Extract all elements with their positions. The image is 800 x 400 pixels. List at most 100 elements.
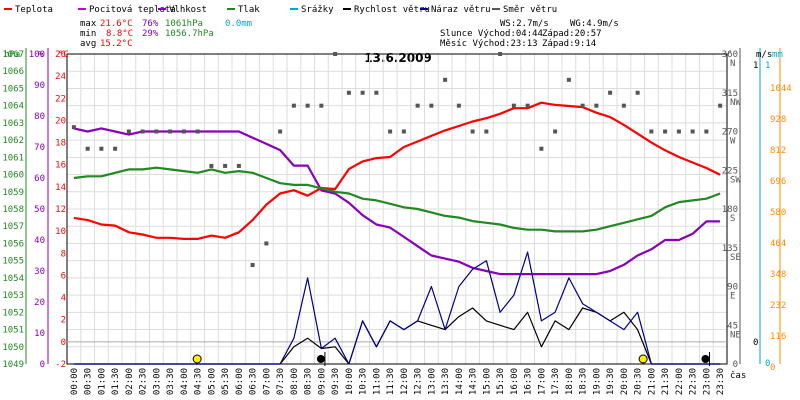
point-5-5: [140, 129, 145, 134]
point-5-18: [319, 103, 324, 108]
x-tick-label: 10:30: [359, 368, 369, 395]
stat-max-press: 1061hPa: [165, 19, 203, 29]
radiation-tick-label: 580: [770, 208, 786, 218]
event-sunset-icon: [638, 354, 648, 364]
point-5-21: [360, 90, 365, 95]
x-tick-label: 09:00: [317, 368, 327, 395]
humidity-tick-label: 40: [34, 236, 45, 246]
x-tick-label: 19:00: [592, 368, 602, 395]
point-5-26: [429, 103, 434, 108]
stat-min-hum: 29%: [142, 29, 159, 39]
temperature-tick-label: -2: [55, 360, 66, 370]
temperature-tick-label: 4: [61, 294, 66, 304]
point-5-35: [553, 129, 558, 134]
humidity-tick-label: 90: [34, 81, 45, 91]
direction-tick-name: NE: [730, 330, 741, 340]
temperature-tick-label: 10: [55, 227, 66, 237]
x-tick-label: 13:00: [427, 368, 437, 395]
x-tick-label: 23:00: [702, 368, 712, 395]
stat-max-label: max: [80, 19, 97, 29]
radiation-tick-label: 812: [770, 146, 786, 156]
x-tick-label: 07:30: [276, 368, 286, 395]
legend-label-1: Pocitová teplota: [89, 5, 176, 15]
point-5-27: [443, 77, 448, 82]
axis-pressure-unit: hPa: [4, 50, 20, 60]
x-tick-label: 16:30: [524, 368, 534, 395]
x-tick-label: 12:00: [400, 368, 410, 395]
radiation-tick-label: 232: [770, 301, 786, 311]
point-5-24: [401, 129, 406, 134]
direction-tick-name: S: [730, 214, 735, 224]
direction-tick-name: SE: [730, 253, 741, 263]
point-5-6: [154, 129, 159, 134]
point-5-11: [223, 163, 228, 168]
legend-label-2: Vlhkost: [169, 5, 207, 15]
point-5-36: [566, 77, 571, 82]
point-5-1: [85, 146, 90, 151]
x-tick-label: 10:00: [345, 368, 355, 395]
x-tick-label: 15:00: [482, 368, 492, 395]
pressure-tick-label: 1053: [2, 291, 24, 301]
x-tick-label: 03:00: [152, 368, 162, 395]
point-5-40: [621, 103, 626, 108]
point-5-13: [250, 262, 255, 267]
x-tick-label: 20:30: [634, 368, 644, 395]
stat-max-rain: 0.0mm: [225, 19, 252, 29]
x-tick-label: 04:30: [194, 368, 204, 395]
x-tick-label: 18:30: [579, 368, 589, 395]
x-tick-label: 09:30: [331, 368, 341, 395]
point-5-8: [181, 129, 186, 134]
series-line-2: [73, 166, 721, 233]
x-tick-label: 17:00: [537, 368, 547, 395]
point-5-10: [209, 163, 214, 168]
direction-tick-name: W: [730, 137, 736, 147]
stat-ws: WS:2.7m/s: [500, 19, 549, 29]
wind-tick-label: 0: [753, 338, 758, 348]
direction-tick-label: 0: [733, 360, 738, 370]
pressure-tick-label: 1049: [2, 360, 24, 370]
humidity-tick-label: 10: [34, 329, 45, 339]
temperature-tick-label: 14: [55, 183, 66, 193]
x-tick-label: 21:30: [661, 368, 671, 395]
temperature-tick-label: 22: [55, 94, 66, 104]
radiation-tick-label: 1044: [770, 84, 792, 94]
event-moonset-icon: [316, 355, 325, 363]
stat-min-press: 1056.7hPa: [165, 29, 214, 39]
pressure-tick-label: 1064: [2, 102, 24, 112]
point-5-9: [195, 129, 200, 134]
axes: hPa% °C ° m/s mm1049105010511052105310541055…: [2, 48, 792, 395]
legend-label-3: Tlak: [238, 5, 260, 15]
point-5-47: [718, 103, 723, 108]
humidity-tick-label: 50: [34, 205, 45, 215]
direction-tick-name: SW: [730, 175, 741, 185]
plot-frame: [66, 53, 728, 365]
point-5-20: [346, 90, 351, 95]
pressure-tick-label: 1052: [2, 308, 24, 318]
temperature-tick-label: 6: [61, 271, 66, 281]
series-line-0: [73, 101, 721, 240]
point-5-42: [649, 129, 654, 134]
x-tick-label: 01:00: [97, 368, 107, 395]
x-tick-label: 11:00: [372, 368, 382, 395]
legend-label-4: Srážky: [301, 5, 334, 15]
stat-moon: Měsíc Východ:23:13: [440, 39, 538, 49]
x-tick-label: 12:30: [414, 368, 424, 395]
point-5-15: [278, 129, 283, 134]
stat-avg-temp: 15.2°C: [100, 39, 133, 49]
legend-label-6: Náraz větru: [431, 5, 491, 15]
point-5-28: [456, 103, 461, 108]
point-5-17: [305, 103, 310, 108]
direction-tick-label: 135: [722, 244, 738, 254]
direction-tick-name: E: [730, 292, 735, 302]
direction-tick-name: NW: [730, 98, 741, 108]
stat-moon-set: Západ:9:14: [542, 39, 596, 49]
humidity-tick-label: 70: [34, 143, 45, 153]
pressure-tick-label: 1059: [2, 188, 24, 198]
direction-tick-label: 180: [722, 205, 738, 215]
direction-tick-label: 45: [727, 321, 738, 331]
temperature-tick-label: 16: [55, 161, 66, 171]
x-tick-label: 19:30: [606, 368, 616, 395]
